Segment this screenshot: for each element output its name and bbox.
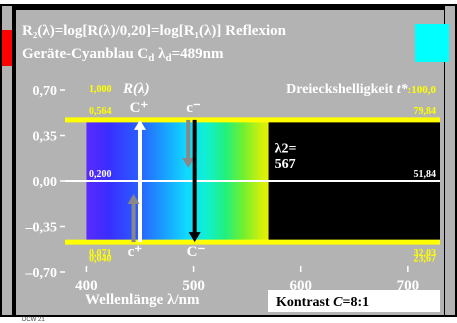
y-tick-label: –0,70 [25,266,58,281]
chart-title-var: t* [397,82,409,97]
arrow-head-black_down [188,232,201,243]
header-line1: R₂(λ)=log[R(λ)/0,20]=log[R₁(λ)] Reflexio… [22,23,287,39]
header-lambda: λ [158,46,166,62]
footer-tiny: DCW 21 [22,317,45,323]
c-plus-top: C⁺ [130,100,149,116]
y-tick-label: 0,00 [33,175,58,190]
x-tick-label: 400 [75,278,98,294]
kontrast-value: =8:1 [343,295,370,310]
y-tick-label: 0,70 [33,84,58,99]
cyan-color-patch [415,24,449,62]
chart-title-main: Dreieckshelligkeit [286,82,397,97]
left-label-bottom: 0,040 [89,254,112,265]
right-label-middle_white: 51,84 [414,169,437,180]
c-minus-top: c⁻ [186,100,201,116]
left-label-top: 1,000 [89,84,112,95]
y-tick-label: 0,35 [33,130,58,145]
right-label-top_yellow: 79,84 [414,106,437,117]
arrow-head-gray_up [127,194,140,204]
chart-title-value: :100,0 [408,84,437,96]
lambda2-value: 567 [275,157,296,172]
left-label-middle_white: 0,200 [89,169,112,180]
x-tick-label: 500 [182,278,205,294]
header-lambda-value: =489nm [172,46,224,62]
right-label-bottom: 23,67 [414,254,437,265]
header-line2-text: Geräte-Cyanblau C [22,46,148,62]
header-lambda-sub: d [166,52,172,64]
left-label-bottom_yellow: 0,071 [89,248,112,259]
c-minus-bottom: C⁻ [187,244,206,260]
right-strip [445,6,455,315]
y-tick-label: –0,35 [25,221,58,236]
kontrast-var: C [333,295,343,310]
left-strip [2,6,12,315]
chart-title: Dreieckshelligkeit t*:100,0 [286,82,436,97]
left-accent-red [2,30,12,66]
kontrast-box [268,290,440,312]
kontrast-main: Kontrast [276,295,333,310]
header-line2-sub: d [148,52,154,64]
x-axis-label: Wellenlänge λ/nm [85,292,200,308]
corner-label: R(λ) [122,81,150,97]
header-line2: Geräte-Cyanblau Cd λd=489nm [22,46,224,64]
right-label-bottom_yellow: 32,03 [414,248,437,259]
arrow-head-gray_down [182,158,195,168]
arrow-head-white_up [134,119,146,130]
c-plus-bottom: c⁺ [128,244,143,260]
kontrast-label: Kontrast C=8:1 [276,295,369,310]
left-label-top_yellow: 0,564 [89,106,112,117]
lambda2-label: λ2= [275,141,297,156]
